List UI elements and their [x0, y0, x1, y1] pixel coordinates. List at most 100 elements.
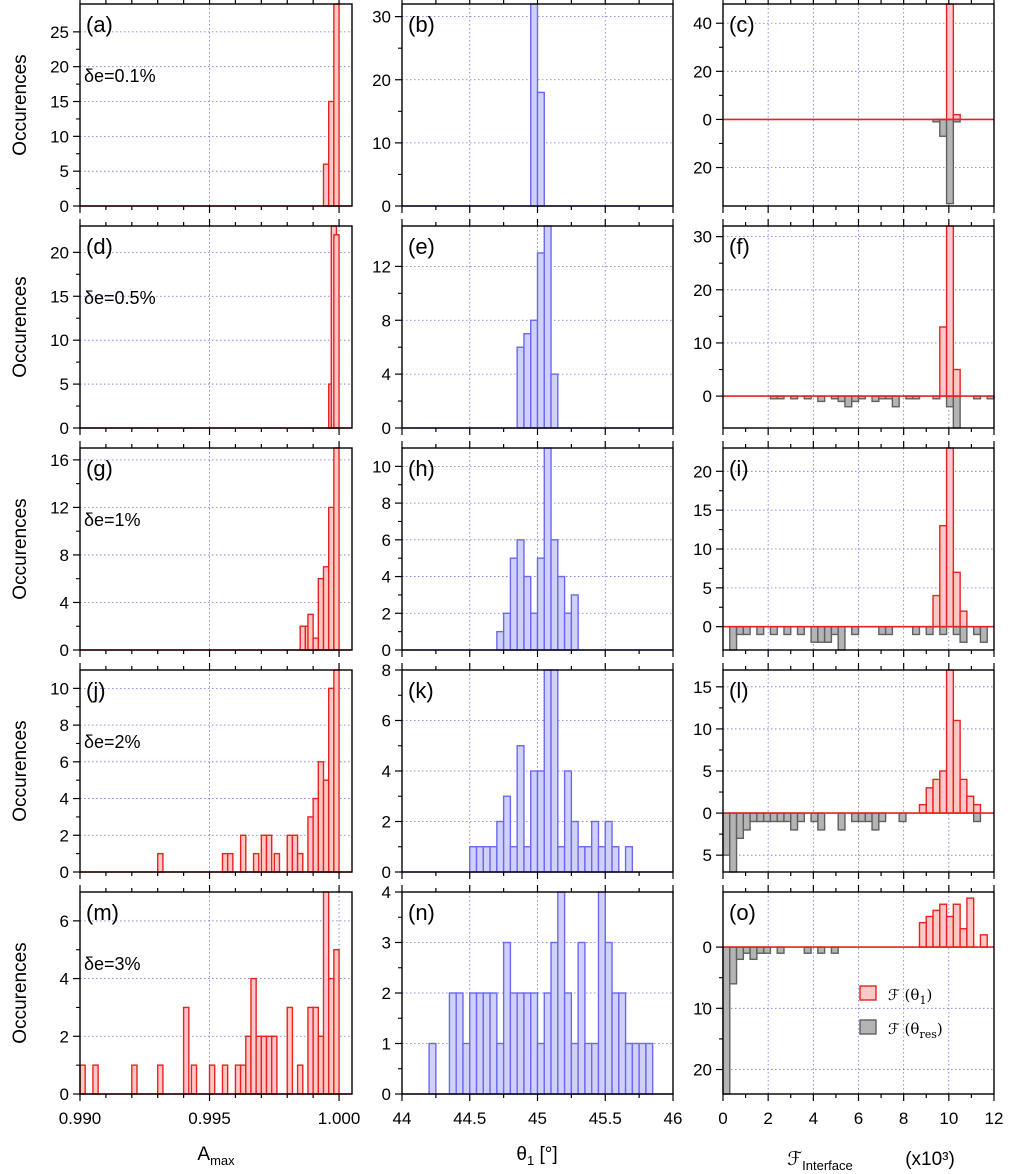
- histogram-bar-theta-res: [878, 812, 887, 823]
- panel-g: 0 4 8 12 16 (g) δe=1% Occurences: [10, 441, 353, 660]
- histogram-bar-theta-res: [729, 625, 738, 651]
- histogram-bar: [469, 846, 478, 873]
- legend-swatch: [859, 1019, 877, 1035]
- y-tick-label: 4: [60, 790, 69, 809]
- y-tick-label: 20: [372, 71, 391, 90]
- histogram-bar-theta1: [972, 803, 982, 814]
- delta-e-label: δe=1%: [84, 510, 141, 530]
- panel-label: (h): [408, 456, 435, 481]
- y-tick-label: 20: [693, 62, 712, 81]
- legend-label: ℱ (θ1): [888, 986, 932, 1007]
- histogram-bar: [543, 225, 552, 429]
- histogram-bar: [557, 575, 566, 651]
- histogram-bar-theta-res: [871, 812, 880, 831]
- histogram-bar-theta-res: [762, 946, 772, 954]
- histogram-bar: [516, 539, 525, 651]
- panel-a: 0 5 10 15 20 25 (a) δe=0.1% Occurences: [10, 0, 353, 216]
- x-axis-label-amax-subscript: max: [210, 1153, 235, 1168]
- panel-label: (o): [729, 900, 756, 925]
- y-tick-label: 3: [382, 934, 391, 953]
- histogram-bar-theta-res: [776, 812, 785, 823]
- y-tick-label: 0: [60, 197, 69, 216]
- y-tick-label: 0: [60, 863, 69, 882]
- x-tick-label: 45: [528, 1109, 547, 1128]
- histogram-bar: [286, 834, 294, 873]
- panel-label: (a): [86, 12, 113, 37]
- histogram-bar: [221, 1064, 229, 1095]
- histogram-bar-theta-res: [729, 946, 738, 985]
- x-tick-label: 0.990: [59, 1109, 102, 1128]
- histogram-bar-theta-res: [952, 395, 961, 429]
- histogram-bar-theta-res: [945, 395, 955, 408]
- histogram-bar: [286, 1006, 294, 1095]
- y-tick-label: 0: [382, 197, 391, 216]
- y-tick-label: 0: [60, 641, 69, 660]
- histogram-bar-theta-res: [851, 625, 860, 636]
- histogram-bar: [597, 846, 606, 873]
- y-tick-label: 0: [703, 387, 712, 406]
- panel-m: 0 2 4 6 0.990 0.995 1.000 (m) δe=3% Occurences: [10, 885, 360, 1128]
- histogram-bar: [543, 992, 552, 1095]
- x-axis-label-amax: Amax: [197, 1144, 235, 1168]
- histogram-bar-theta-res: [742, 946, 751, 954]
- y-tick-label: 0: [703, 110, 712, 129]
- histogram-bar: [597, 891, 606, 1095]
- histogram-bar-theta-res: [769, 812, 778, 823]
- panel-label: (n): [408, 900, 435, 925]
- histogram-bar: [509, 846, 518, 873]
- y-tick-label: 10: [372, 134, 391, 153]
- histogram-bar: [516, 992, 525, 1095]
- panel-label: (f): [729, 234, 750, 259]
- y-tick-label: 10: [50, 127, 69, 146]
- histogram-bar-theta-res: [722, 812, 731, 856]
- histogram-bar-theta-res: [756, 625, 765, 636]
- y-tick-label: 20: [50, 243, 69, 262]
- x-tick-label: 12: [985, 1109, 1004, 1128]
- x-axis-label-theta1-unit: [°]: [534, 1144, 557, 1165]
- panel-c: 40 20 0 20 (c): [693, 0, 995, 213]
- histogram-bar-theta1: [918, 921, 927, 948]
- histogram-bar: [570, 1042, 579, 1095]
- histogram-bar-theta-res: [810, 812, 819, 823]
- histogram-bar-theta1: [979, 934, 988, 948]
- histogram-bar: [190, 1064, 198, 1095]
- histogram-bar: [611, 992, 620, 1095]
- histogram-bar-theta1: [945, 669, 955, 814]
- delta-e-label: δe=0.5%: [84, 288, 156, 308]
- y-tick-label: 40: [693, 14, 712, 33]
- y-tick-label: 5: [60, 162, 69, 181]
- histogram-bar: [523, 575, 532, 651]
- y-tick-label: 8: [382, 311, 391, 330]
- histogram-bar-theta1: [959, 610, 968, 628]
- histogram-bar: [234, 1064, 242, 1095]
- histogram-bar: [475, 992, 484, 1095]
- y-tick-label: 20: [693, 1061, 712, 1080]
- y-tick-label: 2: [60, 826, 69, 845]
- histogram-bar: [322, 779, 330, 873]
- histogram-bar: [577, 941, 586, 1095]
- y-tick-label: 6: [382, 531, 391, 550]
- y-tick-label: 4: [60, 970, 69, 989]
- histogram-bar-theta-res: [830, 946, 839, 954]
- y-tick-label: 2: [382, 813, 391, 832]
- histogram-bar: [543, 669, 552, 873]
- panel-label: (m): [86, 900, 119, 925]
- legend-swatch: [859, 985, 877, 1001]
- histogram-bar: [333, 669, 340, 873]
- histogram-bar: [563, 992, 573, 1095]
- histogram-bar: [270, 1035, 278, 1095]
- panel-label: (l): [729, 678, 749, 703]
- histogram-bar: [502, 941, 512, 1095]
- histogram-bar-theta-res: [817, 625, 826, 643]
- histogram-bar-theta-res: [952, 625, 961, 636]
- x-tick-label: 2: [763, 1109, 772, 1128]
- y-tick-label: 15: [693, 678, 712, 697]
- y-tick-label: 4: [382, 883, 391, 902]
- x-axis-label-finterface: ℱInterface: [787, 1148, 853, 1173]
- histogram-bar: [221, 852, 229, 873]
- histogram-bar: [299, 625, 307, 651]
- y-tick-label: 4: [382, 365, 391, 384]
- histogram-bar-theta-res: [749, 812, 758, 823]
